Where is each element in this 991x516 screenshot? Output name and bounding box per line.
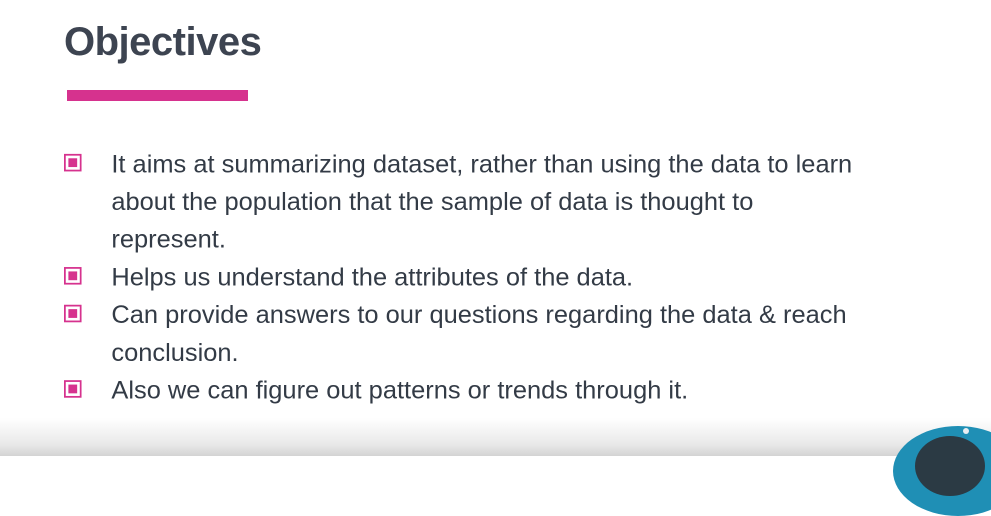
title-underline [67,90,248,101]
square-bullet-icon [64,153,82,172]
bullet-text: Can provide answers to our questions reg… [111,301,847,368]
slide: Objectives It aims at summarizing datase… [0,20,991,516]
square-bullet-icon [64,304,82,323]
bottom-shadow [0,418,991,456]
bullet-list: It aims at summarizing dataset, rather t… [64,146,862,410]
square-bullet-icon [64,380,82,398]
presenter-avatar [915,436,985,496]
bullet-text: Helps us understand the attributes of th… [111,263,634,292]
bullet-text: It aims at summarizing dataset, rather t… [111,150,853,254]
bullet-item: Can provide answers to our questions reg… [64,297,862,372]
bullet-item: It aims at summarizing dataset, rather t… [64,146,862,259]
bullet-item: Helps us understand the attributes of th… [64,259,862,297]
bullet-item: Also we can figure out patterns or trend… [64,372,862,410]
square-bullet-icon [64,267,82,285]
bullet-text: Also we can figure out patterns or trend… [111,376,689,405]
slide-title: Objectives [64,20,262,64]
webcam-indicator-icon [963,428,969,434]
